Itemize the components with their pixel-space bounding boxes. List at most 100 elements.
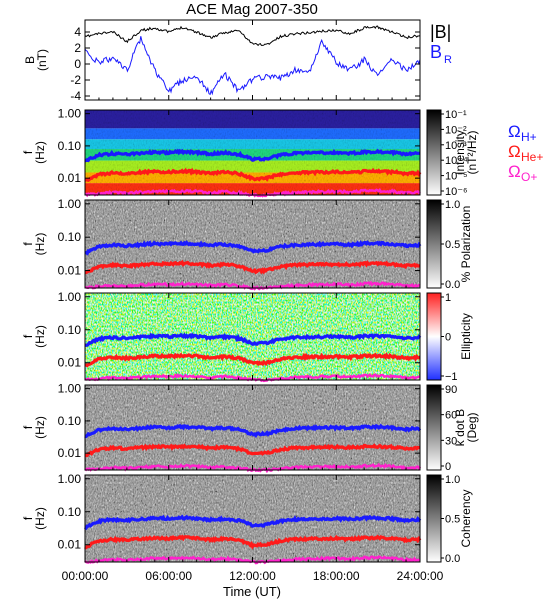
plot-area (85, 20, 420, 100)
y-tick-label: -4 (70, 89, 81, 103)
legend-omega-o-subscript: O+ (521, 170, 537, 184)
y-tick-label: 0.10 (58, 414, 82, 428)
gyro-line-he-plus (84, 352, 421, 368)
gyro-line-h-plus (84, 148, 421, 163)
colorbar-tick-label: 0.5 (445, 514, 460, 526)
y-tick-label: 0.10 (58, 505, 82, 519)
gyro-line-he-plus (84, 534, 422, 550)
colorbar-tick-label: −1 (445, 371, 458, 383)
y-tick-label: 0.10 (58, 139, 82, 153)
colorbar-tick-label: 30 (445, 435, 457, 447)
x-tick-label: 24:00:00 (397, 569, 444, 583)
y-axis-label: f(Hz) (21, 416, 47, 439)
y-tick-label: 4 (74, 25, 81, 39)
y-tick-label: -2 (70, 73, 81, 87)
colorbar-label-line: Ellipticity (459, 313, 473, 360)
y-axis-label-line: (Hz) (33, 233, 47, 256)
x-tick-label: 18:00:00 (313, 569, 360, 583)
colorbar-tick-label: 10⁻³ (445, 140, 467, 152)
gyro-line-h-plus (84, 332, 422, 347)
colorbar-label: Ellipticity (459, 313, 473, 360)
y-tick-label: 2 (74, 41, 81, 55)
panel-magnetic-field: 4 2 0 -2 -4 B(nT) (23, 19, 421, 103)
y-axis-label-line: f (21, 425, 35, 429)
colorbar-label: Coherency (459, 489, 473, 547)
legend-omega-h-subscript: H+ (521, 130, 537, 144)
gyro-line-he-plus (84, 443, 421, 458)
colorbar-tick-label: 1.0 (445, 474, 460, 486)
gyro-line-h-plus (84, 423, 422, 439)
y-tick-label: 0.01 (58, 538, 82, 552)
panel-polarization: 1.00 0.10 0.01 f(Hz) 1.0 0.5 0.0% Polarization (21, 197, 473, 291)
legend-omega-he-subscript: He+ (521, 150, 543, 164)
colorbar-label: Intensity(nT²/Hz) (453, 130, 479, 175)
colorbar-label: k dot B(Deg) (453, 409, 479, 446)
legend-omega-h: Ω H+ (508, 122, 537, 144)
colorbar (426, 474, 442, 563)
gyro-line-he-plus (84, 259, 420, 275)
colorbar-tick-label: 10⁻⁵ (445, 171, 468, 183)
y-tick-label: 1.00 (58, 107, 82, 121)
x-tick-label: 06:00:00 (145, 569, 192, 583)
gyro-line-he-plus (84, 167, 422, 182)
colorbar (426, 199, 442, 289)
series-b-r (84, 36, 421, 96)
y-tick-label: 0.01 (58, 446, 82, 460)
y-tick-label: 0.01 (58, 171, 82, 185)
legend-omega-o-label: Ω (508, 162, 521, 181)
y-tick-label: 1.00 (58, 290, 82, 304)
figure-title: ACE Mag 2007-350 (186, 1, 318, 18)
colorbar-tick-label: 60 (445, 410, 457, 422)
legend-b-r-subscript: R (444, 54, 452, 66)
y-axis-label: f(Hz) (21, 141, 47, 164)
legend-b-r: B R (430, 42, 452, 66)
colorbar-label-line: (nT²/Hz) (465, 131, 479, 175)
colorbar-tick-label: 0.0 (445, 279, 460, 291)
y-tick-label: 0.01 (58, 264, 82, 278)
y-axis-label-line: f (21, 334, 35, 338)
gyro-line-h-plus (85, 240, 422, 256)
colorbar-tick-label: 0.0 (445, 553, 460, 565)
y-tick-label: 0 (74, 57, 81, 71)
colorbar-tick-label: 10⁻⁴ (445, 155, 468, 167)
colorbar-tick-label: 0.5 (445, 239, 460, 251)
legend-omega-he-label: Ω (508, 142, 521, 161)
colorbar-tick-label: 0 (445, 332, 451, 344)
y-tick-label: 1.00 (58, 197, 82, 211)
x-tick-label: 12:00:00 (229, 569, 276, 583)
x-tick-label: 00:00:00 (62, 569, 109, 583)
colorbar-tick-label: 10⁻¹ (445, 109, 467, 121)
time-axis: 00:00:00 06:00:00 12:00:00 18:00:00 24:00:00 (62, 20, 444, 583)
colorbar-label-line: (Deg) (465, 412, 479, 442)
y-tick-label: 0.10 (58, 230, 82, 244)
panel-k-dot-b: 1.00 0.10 0.01 f(Hz) 90 60 30 0 k dot B(Deg) (21, 382, 479, 474)
colorbar-tick-label: 1.0 (445, 199, 460, 211)
legend-b-r-label: B (430, 42, 442, 62)
y-axis-label-line: f (21, 516, 35, 520)
y-axis-label-line: (Hz) (33, 507, 47, 530)
y-tick-label: 1.00 (58, 382, 82, 396)
colorbar-label-line: % Polarization (459, 206, 473, 283)
gyro-line-o-plus (84, 280, 421, 291)
y-axis-label: f(Hz) (21, 507, 47, 530)
y-axis-label-line: f (21, 242, 35, 246)
y-axis-label: B(nT) (23, 49, 49, 71)
y-axis-label-line: f (21, 150, 35, 154)
y-axis-label: f(Hz) (21, 325, 47, 348)
y-axis-label-line: (Hz) (33, 416, 47, 439)
y-axis-label-line: B (23, 56, 37, 64)
colorbar-tick-label: 90 (445, 384, 457, 396)
colorbar-tick-label: 1 (445, 292, 451, 304)
legend-omega-o: Ω O+ (508, 162, 537, 184)
colorbar (426, 292, 442, 381)
gyro-line-h-plus (83, 514, 422, 531)
colorbar (426, 384, 442, 471)
panel-intensity: 1.00 0.10 0.01 f(Hz) 10⁻¹ 10⁻² 10⁻³ 10⁻⁴ 10⁻⁵ 10⁻… (21, 107, 479, 198)
colorbar-label-line: Coherency (459, 489, 473, 547)
colorbar (426, 109, 442, 196)
colorbar-tick-label: 0 (445, 461, 451, 473)
panel-coherency: 1.00 0.10 0.01 f(Hz) 1.0 0.5 0.0 Coherency (21, 472, 473, 565)
y-axis-label-line: (Hz) (33, 141, 47, 164)
